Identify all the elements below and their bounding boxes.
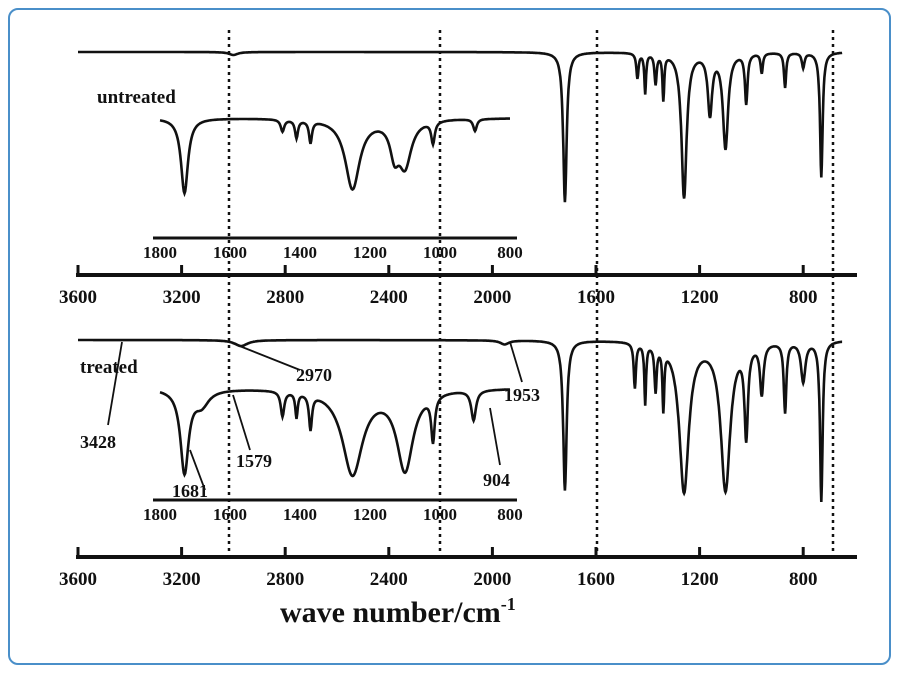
- main-tick-label-2800: 2800: [266, 569, 304, 590]
- annotation-2970: 2970: [296, 365, 332, 385]
- spectrum-inset-untreated: [159, 117, 510, 198]
- main-tick-label-3200: 3200: [163, 287, 201, 308]
- inset-tick-label-1200: 1200: [353, 243, 387, 262]
- figure-frame: [8, 8, 891, 665]
- annotation-leader-3428: [107, 341, 123, 426]
- label-untreated: untreated: [97, 87, 176, 108]
- label-treated: treated: [80, 357, 138, 378]
- main-tick-label-3600: 3600: [59, 287, 97, 308]
- inset-tick-label-1400: 1400: [283, 505, 317, 524]
- main-tick-label-2000: 2000: [473, 569, 511, 590]
- main-tick-label-1200: 1200: [681, 287, 719, 308]
- inset-tick-label-1800: 1800: [143, 505, 177, 524]
- spectrum-inset-treated: [159, 388, 511, 478]
- annotation-1681: 1681: [172, 481, 208, 501]
- inset-tick-label-1000: 1000: [423, 243, 457, 262]
- inset-tick-label-1800: 1800: [143, 243, 177, 262]
- inset-tick-label-800: 800: [497, 505, 523, 524]
- annotation-1579: 1579: [236, 451, 272, 471]
- main-tick-label-2400: 2400: [370, 569, 408, 590]
- annotation-leader-904: [489, 407, 501, 466]
- main-tick-label-1200: 1200: [681, 569, 719, 590]
- annotation-904: 904: [483, 470, 510, 490]
- main-tick-label-3600: 3600: [59, 569, 97, 590]
- inset-tick-label-1400: 1400: [283, 243, 317, 262]
- annotation-leader-1681: [189, 449, 206, 491]
- spectrum-main-untreated: [78, 50, 843, 203]
- main-tick-label-800: 800: [789, 569, 818, 590]
- main-tick-label-2000: 2000: [473, 287, 511, 308]
- main-tick-label-2800: 2800: [266, 287, 304, 308]
- annotation-leader-2970: [231, 342, 301, 371]
- annotation-leader-1953: [509, 341, 523, 383]
- x-axis-title: wave number/cm-1: [280, 594, 516, 629]
- spectrum-main-treated: [78, 338, 843, 502]
- annotation-leader-1579: [232, 394, 251, 451]
- inset-tick-label-1200: 1200: [353, 505, 387, 524]
- inset-tick-label-800: 800: [497, 243, 523, 262]
- inset-tick-label-1600: 1600: [213, 243, 247, 262]
- annotation-1953: 1953: [504, 385, 540, 405]
- main-tick-label-1600: 1600: [577, 569, 615, 590]
- annotation-3428: 3428: [80, 432, 116, 452]
- main-tick-label-3200: 3200: [163, 569, 201, 590]
- main-tick-label-2400: 2400: [370, 287, 408, 308]
- main-tick-label-800: 800: [789, 287, 818, 308]
